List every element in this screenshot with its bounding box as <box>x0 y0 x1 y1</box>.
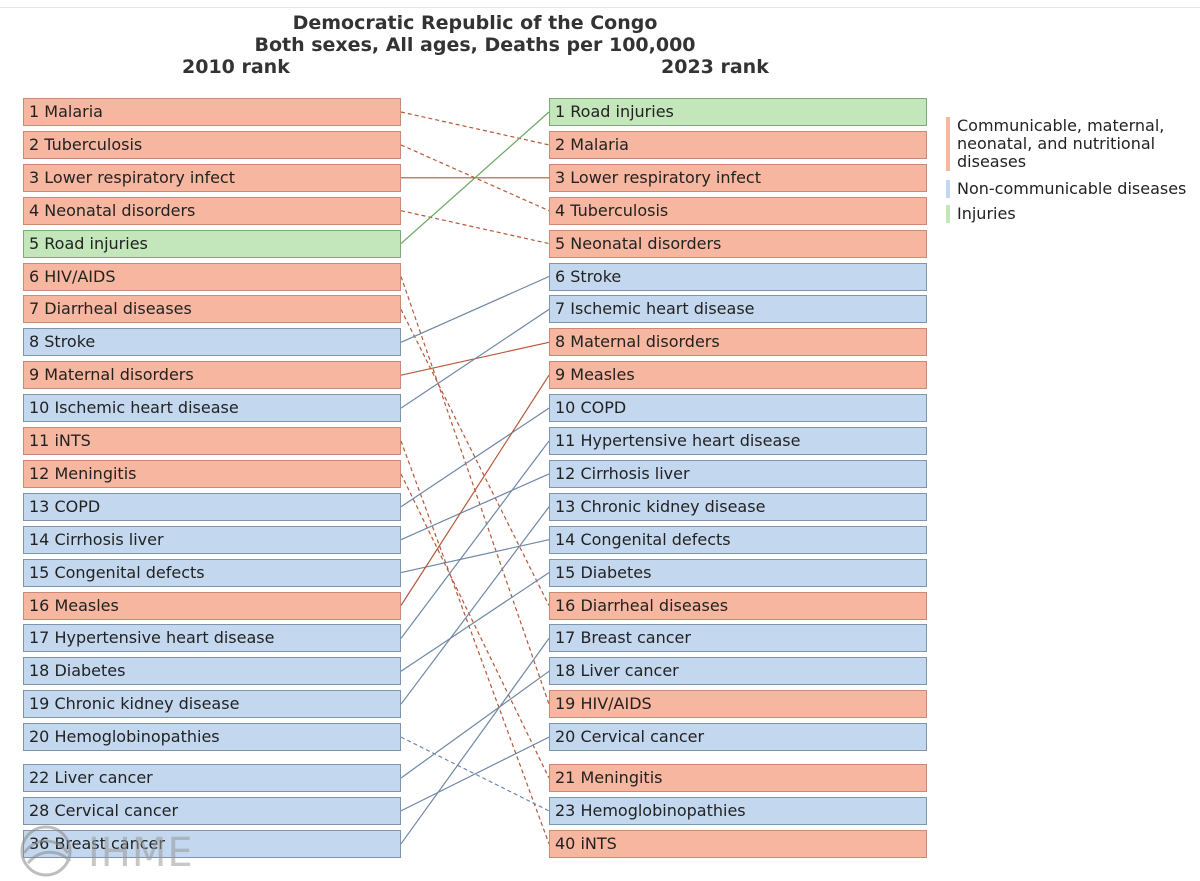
legend-label-inj: Injuries <box>957 204 1016 223</box>
right-rank-box-hiv-aids: 19 HIV/AIDS <box>549 690 927 719</box>
right-rank-box-copd: 10 COPD <box>549 394 927 423</box>
right-rank-box-diabetes: 15 Diabetes <box>549 558 927 587</box>
right-column-header: 2023 rank <box>661 56 769 78</box>
left-rank-box-congenital-defects: 15 Congenital defects <box>23 558 401 587</box>
link-hypertensive-heart-disease <box>400 440 550 639</box>
link-neonatal-disorders <box>400 210 550 245</box>
left-rank-box-diarrheal-diseases: 7 Diarrheal diseases <box>23 295 401 324</box>
left-rank-box-neonatal-disorders: 4 Neonatal disorders <box>23 196 401 225</box>
link-road-injuries <box>400 111 550 245</box>
left-rank-box-measles: 16 Measles <box>23 591 401 620</box>
right-rank-box-meningitis: 21 Meningitis <box>549 764 927 792</box>
left-rank-box-tuberculosis: 2 Tuberculosis <box>23 130 401 159</box>
link-ischemic-heart-disease <box>400 308 550 409</box>
right-rank-box-tuberculosis: 4 Tuberculosis <box>549 196 927 225</box>
legend-label-ncd: Non-communicable diseases <box>957 179 1187 198</box>
right-rank-box-measles: 9 Measles <box>549 361 927 390</box>
left-rank-box-road-injuries: 5 Road injuries <box>23 229 401 258</box>
chart-subtitle: Both sexes, All ages, Deaths per 100,000 <box>254 34 696 56</box>
left-rank-box-cervical-cancer: 28 Cervical cancer <box>23 796 401 825</box>
right-rank-box-ischemic-heart-disease: 7 Ischemic heart disease <box>549 295 927 324</box>
left-rank-box-hiv-aids: 6 HIV/AIDS <box>23 262 401 291</box>
left-rank-box-cirrhosis-liver: 14 Cirrhosis liver <box>23 525 401 554</box>
link-diarrheal-diseases <box>400 309 550 606</box>
right-rank-box-cervical-cancer: 20 Cervical cancer <box>549 723 927 752</box>
left-rank-box-hypertensive-heart-disease: 17 Hypertensive heart disease <box>23 624 401 653</box>
left-rank-box-ischemic-heart-disease: 10 Ischemic heart disease <box>23 394 401 423</box>
left-rank-box-maternal-disorders: 9 Maternal disorders <box>23 361 401 390</box>
right-rank-box-breast-cancer: 17 Breast cancer <box>549 624 927 653</box>
right-rank-box-congenital-defects: 14 Congenital defects <box>549 525 927 554</box>
legend-swatch-ncd <box>946 180 950 198</box>
right-rank-box-maternal-disorders: 8 Maternal disorders <box>549 328 927 357</box>
link-meningitis <box>400 473 550 779</box>
legend-label-cmnn: Communicable, maternal, neonatal, and nu… <box>957 116 1165 171</box>
right-rank-box-neonatal-disorders: 5 Neonatal disorders <box>549 229 927 258</box>
link-copd <box>400 407 550 508</box>
left-rank-box-stroke: 8 Stroke <box>23 328 401 357</box>
right-rank-box-stroke: 6 Stroke <box>549 262 927 291</box>
link-liver-cancer <box>400 670 550 779</box>
left-rank-box-liver-cancer: 22 Liver cancer <box>23 764 401 792</box>
link-breast-cancer <box>400 638 550 845</box>
chart-title: Democratic Republic of the Congo <box>292 12 658 34</box>
left-rank-box-malaria: 1 Malaria <box>23 98 401 126</box>
top-divider <box>0 7 1200 8</box>
link-measles <box>400 374 550 606</box>
right-rank-box-liver-cancer: 18 Liver cancer <box>549 657 927 686</box>
left-rank-box-hemoglobinopathies: 20 Hemoglobinopathies <box>23 723 401 752</box>
link-cirrhosis-liver <box>400 473 550 541</box>
right-rank-box-hypertensive-heart-disease: 11 Hypertensive heart disease <box>549 427 927 455</box>
link-stroke <box>400 275 550 343</box>
legend-swatch-inj <box>946 205 950 223</box>
left-rank-box-copd: 13 COPD <box>23 492 401 521</box>
right-rank-box-malaria: 2 Malaria <box>549 130 927 159</box>
right-rank-box-ints: 40 iNTS <box>549 829 927 858</box>
right-rank-box-lower-respiratory-infect: 3 Lower respiratory infect <box>549 163 927 192</box>
link-diabetes <box>400 572 550 672</box>
legend-swatch-cmnn <box>946 117 950 171</box>
left-column-header: 2010 rank <box>182 56 290 78</box>
right-rank-box-road-injuries: 1 Road injuries <box>549 98 927 126</box>
link-malaria <box>400 111 550 146</box>
right-rank-box-hemoglobinopathies: 23 Hemoglobinopathies <box>549 796 927 825</box>
link-congenital-defects <box>400 539 550 574</box>
right-rank-box-diarrheal-diseases: 16 Diarrheal diseases <box>549 591 927 620</box>
left-rank-box-diabetes: 18 Diabetes <box>23 657 401 686</box>
left-rank-box-meningitis: 12 Meningitis <box>23 459 401 488</box>
link-cervical-cancer <box>400 736 550 812</box>
link-ints <box>400 440 550 845</box>
ihme-watermark: IHME <box>18 823 218 877</box>
left-rank-box-chronic-kidney-disease: 19 Chronic kidney disease <box>23 690 401 719</box>
ihme-watermark-text: IHME <box>88 830 194 876</box>
right-rank-box-cirrhosis-liver: 12 Cirrhosis liver <box>549 459 927 488</box>
ihme-globe-logo-icon <box>20 825 72 877</box>
left-rank-box-lower-respiratory-infect: 3 Lower respiratory infect <box>23 163 401 192</box>
link-chronic-kidney-disease <box>400 506 550 705</box>
left-rank-box-ints: 11 iNTS <box>23 427 401 455</box>
right-rank-box-chronic-kidney-disease: 13 Chronic kidney disease <box>549 492 927 521</box>
